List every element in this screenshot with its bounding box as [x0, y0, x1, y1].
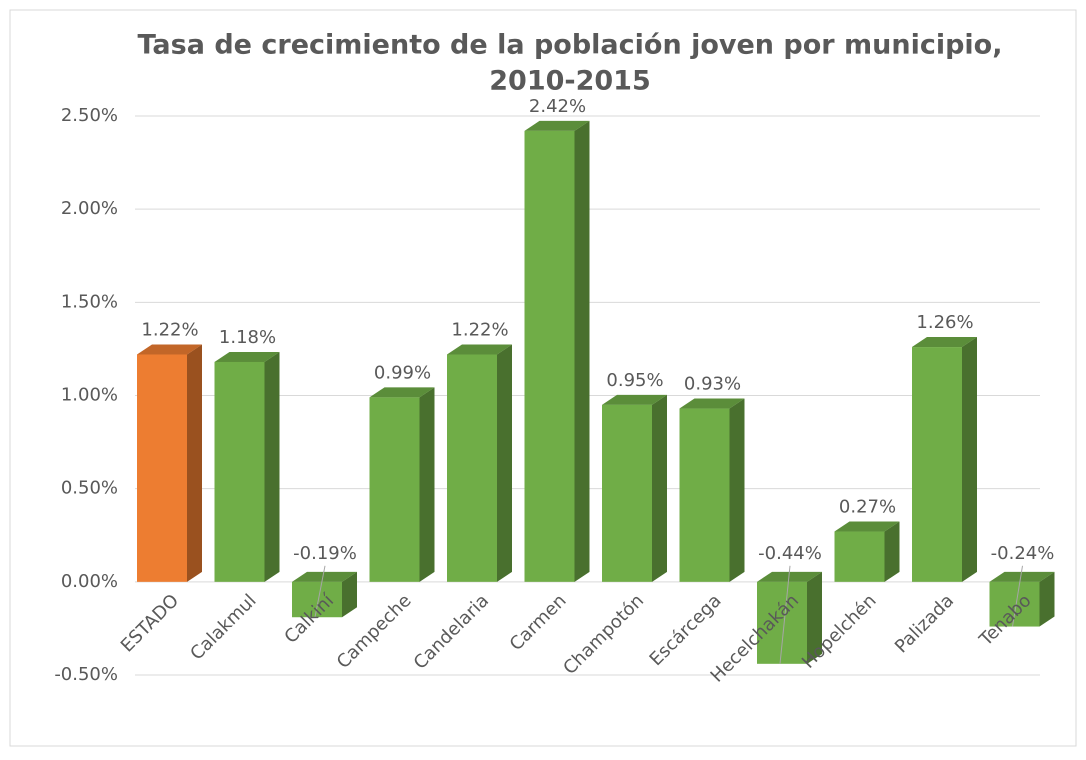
bar-side-shade — [497, 344, 512, 582]
value-label: 0.95% — [606, 370, 663, 391]
bar — [834, 531, 885, 582]
value-label: 2.42% — [529, 96, 586, 117]
bar-top-shade — [757, 571, 822, 582]
bar-side-shade — [1039, 571, 1055, 627]
bar-side-shade — [342, 571, 357, 618]
value-label: 1.18% — [219, 327, 276, 348]
value-label: 1.22% — [141, 320, 198, 341]
bar-side-shade — [729, 398, 745, 582]
y-tick-label: 0.00% — [61, 571, 118, 592]
bar-side — [187, 344, 202, 582]
y-tick-label: 1.50% — [61, 291, 118, 312]
y-tick-label: 2.00% — [61, 198, 118, 219]
bar — [602, 404, 652, 582]
value-label: -0.44% — [758, 543, 822, 564]
bar-side-shade — [264, 351, 280, 582]
bar — [989, 581, 1040, 627]
bar-side-shade — [962, 337, 977, 582]
bar-side — [807, 571, 822, 664]
bar — [679, 408, 730, 582]
bar-side-shade — [652, 394, 667, 582]
bar-side — [1039, 571, 1055, 627]
bar-top — [369, 387, 435, 398]
bar-top-shade — [292, 571, 357, 582]
bar-top-shade — [989, 571, 1055, 582]
y-tick-label: -0.50% — [54, 664, 118, 685]
bar-top — [214, 351, 280, 362]
bar — [137, 354, 187, 582]
bar-side — [419, 387, 435, 582]
bar-side-shade — [187, 344, 202, 582]
bar — [214, 361, 265, 582]
y-tick-label: 0.50% — [61, 478, 118, 499]
y-tick-label: 2.50% — [61, 105, 118, 126]
value-label: -0.19% — [293, 543, 357, 564]
bar-side — [729, 398, 745, 582]
bar-top — [912, 337, 977, 348]
chart-title: Tasa de crecimiento de la población jove… — [138, 30, 1003, 61]
bar-top-shade — [524, 120, 590, 131]
bar-side — [652, 394, 667, 582]
bar-top — [524, 120, 590, 131]
bar-side-shade — [574, 120, 590, 582]
leader-line — [314, 565, 326, 618]
bar — [369, 397, 420, 582]
bar-side-shade — [884, 521, 900, 582]
bar-top — [757, 571, 822, 582]
value-label: -0.24% — [991, 543, 1055, 564]
y-tick-label: 1.00% — [61, 385, 118, 406]
value-label: 1.26% — [916, 312, 973, 333]
bar — [447, 354, 497, 582]
bar-top-shade — [447, 344, 512, 355]
bar-side-shade — [807, 571, 822, 664]
bar-top — [679, 398, 745, 409]
bar-top — [834, 521, 900, 532]
bar-top — [602, 394, 667, 405]
leader-line — [779, 565, 791, 664]
bar-top-shade — [679, 398, 745, 409]
bar-top-shade — [369, 387, 435, 398]
bar — [757, 581, 807, 664]
value-label: 0.99% — [374, 362, 431, 383]
bar-top-shade — [137, 344, 202, 355]
bar-side — [962, 337, 977, 582]
bar-side — [497, 344, 512, 582]
value-label: 0.27% — [839, 497, 896, 518]
bar-top-shade — [834, 521, 900, 532]
bar-top-shade — [602, 394, 667, 405]
bar-top — [989, 571, 1055, 582]
bar-side — [342, 571, 357, 618]
bar-side — [574, 120, 590, 582]
chart-title: 2010-2015 — [489, 66, 651, 97]
leader-line — [1012, 565, 1023, 627]
bar — [292, 581, 342, 618]
bar-top — [447, 344, 512, 355]
bar-side-shade — [419, 387, 435, 582]
value-label: 1.22% — [451, 320, 508, 341]
bar-side — [264, 351, 280, 582]
bar — [912, 347, 962, 582]
bar — [524, 130, 575, 582]
bar-top-shade — [912, 337, 977, 348]
value-label: 0.93% — [684, 374, 741, 395]
bar-top-shade — [214, 351, 280, 362]
bar-side — [884, 521, 900, 582]
bar-top — [137, 344, 202, 355]
bar-top — [292, 571, 357, 582]
